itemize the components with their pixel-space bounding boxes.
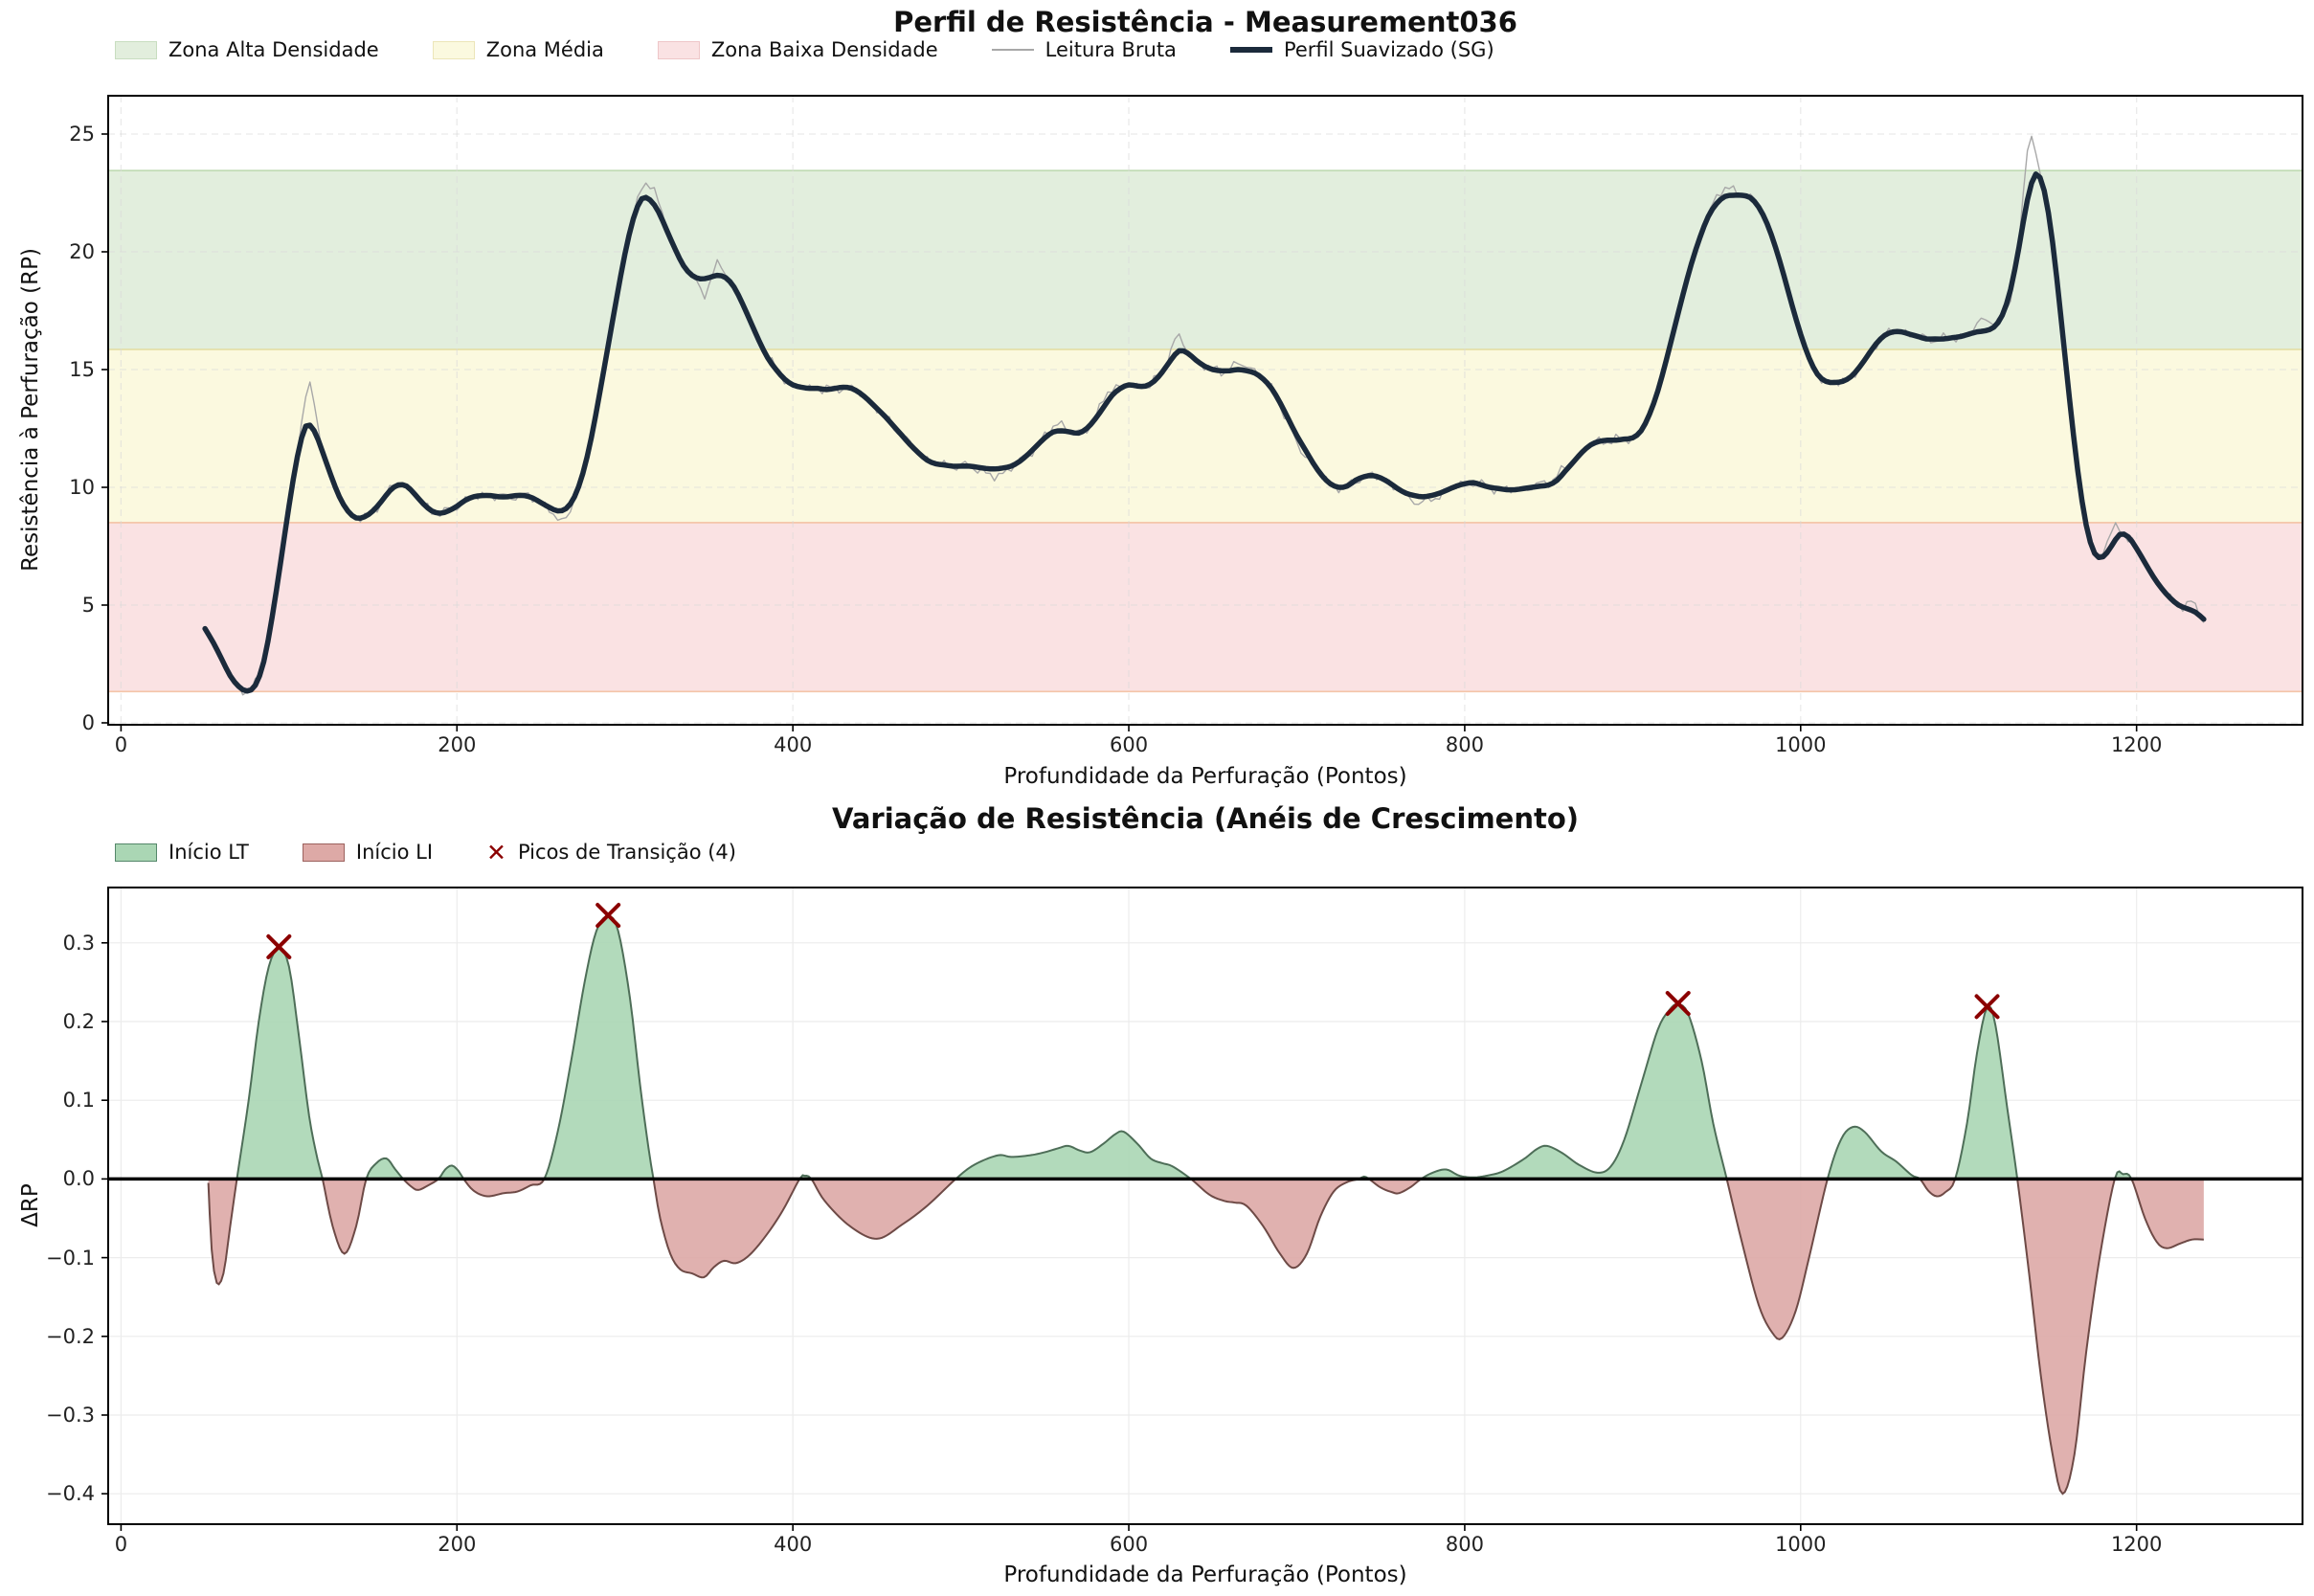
chart1-xtick-label: 0 xyxy=(114,733,128,756)
legend-label: Início LT xyxy=(168,841,249,864)
chart1-legend: Zona Alta Densidade Zona Média Zona Baix… xyxy=(115,38,1494,61)
chart2-legend: Início LT Início LI ✕ Picos de Transição… xyxy=(115,838,736,866)
chart2-xtick-label: 0 xyxy=(114,1533,128,1556)
zona-alta-swatch-icon xyxy=(115,40,157,59)
chart1-xlabel: Profundidade da Perfuração (Pontos) xyxy=(1003,764,1407,789)
legend-item-perfil-suavizado: Perfil Suavizado (SG) xyxy=(1229,38,1494,61)
chart2-ytick-label: 0.0 xyxy=(62,1167,95,1191)
zona-media-swatch-icon xyxy=(432,40,475,59)
chart1-xtick-label: 1000 xyxy=(1775,733,1827,756)
chart1-xtick-label: 800 xyxy=(1445,733,1484,756)
chart1-xtick-label: 400 xyxy=(774,733,813,756)
transition-peak-marker xyxy=(1665,991,1691,1017)
chart1-xtick-label: 1200 xyxy=(2110,733,2163,756)
chart2-ytick-label: −0.3 xyxy=(46,1404,95,1427)
chart2-xtick-label: 600 xyxy=(1109,1533,1149,1556)
chart2-ylabel: ΔRP xyxy=(18,1183,43,1227)
legend-item-inicio-li: Início LI xyxy=(302,841,434,864)
legend-item-zona-baixa: Zona Baixa Densidade xyxy=(657,38,938,61)
chart2-ytick-label: 0.2 xyxy=(62,1010,95,1033)
chart2-xlabel: Profundidade da Perfuração (Pontos) xyxy=(1003,1562,1407,1587)
chart1-ytick-label: 20 xyxy=(69,240,95,263)
legend-item-zona-alta: Zona Alta Densidade xyxy=(115,38,379,61)
chart1-ytick-label: 0 xyxy=(81,711,95,734)
smoothed-line-swatch-icon xyxy=(1229,47,1272,53)
legend-label: Perfil Suavizado (SG) xyxy=(1283,38,1494,61)
chart2-ytick-label: −0.2 xyxy=(46,1324,95,1348)
x-marker-swatch-icon: ✕ xyxy=(486,838,506,866)
legend-item-picos-transicao: ✕ Picos de Transição (4) xyxy=(486,838,736,866)
raw-line-swatch-icon xyxy=(991,49,1034,51)
chart1-ytick-label: 10 xyxy=(69,476,95,499)
chart1-xtick-label: 200 xyxy=(438,733,477,756)
legend-item-leitura-bruta: Leitura Bruta xyxy=(991,38,1177,61)
inicio-li-swatch-icon xyxy=(302,843,345,862)
legend-label: Zona Alta Densidade xyxy=(168,38,379,61)
legend-label: Picos de Transição (4) xyxy=(517,841,736,864)
chart2-xtick-label: 1200 xyxy=(2110,1533,2163,1556)
transition-peak-marker xyxy=(595,903,621,929)
chart1-title: Perfil de Resistência - Measurement036 xyxy=(893,6,1517,38)
legend-label: Zona Média xyxy=(485,38,604,61)
legend-item-zona-media: Zona Média xyxy=(432,38,604,61)
inicio-lt-swatch-icon xyxy=(115,843,157,862)
chart1-ylabel: Resistência à Perfuração (RP) xyxy=(18,248,43,572)
chart2-xtick-label: 800 xyxy=(1445,1533,1484,1556)
chart2-title: Variação de Resistência (Anéis de Cresci… xyxy=(831,802,1580,835)
chart1-ytick-label: 25 xyxy=(69,123,95,146)
legend-label: Zona Baixa Densidade xyxy=(710,38,938,61)
chart2-ytick-label: 0.3 xyxy=(62,931,95,955)
zona-baixa-swatch-icon xyxy=(657,40,700,59)
chart2-ytick-label: −0.1 xyxy=(46,1246,95,1270)
chart2-ytick-label: −0.4 xyxy=(46,1482,95,1506)
transition-peak-marker xyxy=(1974,994,2000,1020)
legend-label: Início LI xyxy=(355,841,434,864)
legend-item-inicio-lt: Início LT xyxy=(115,841,249,864)
chart2-ytick-label: 0.1 xyxy=(62,1089,95,1113)
transition-peak-marker xyxy=(266,933,292,959)
chart2-xtick-label: 400 xyxy=(774,1533,813,1556)
chart1-ytick-label: 5 xyxy=(81,594,95,617)
chart2-xtick-label: 1000 xyxy=(1775,1533,1827,1556)
chart2-xtick-label: 200 xyxy=(438,1533,477,1556)
legend-label: Leitura Bruta xyxy=(1045,38,1177,61)
chart1-ytick-label: 15 xyxy=(69,358,95,381)
chart1-xtick-label: 600 xyxy=(1109,733,1149,756)
